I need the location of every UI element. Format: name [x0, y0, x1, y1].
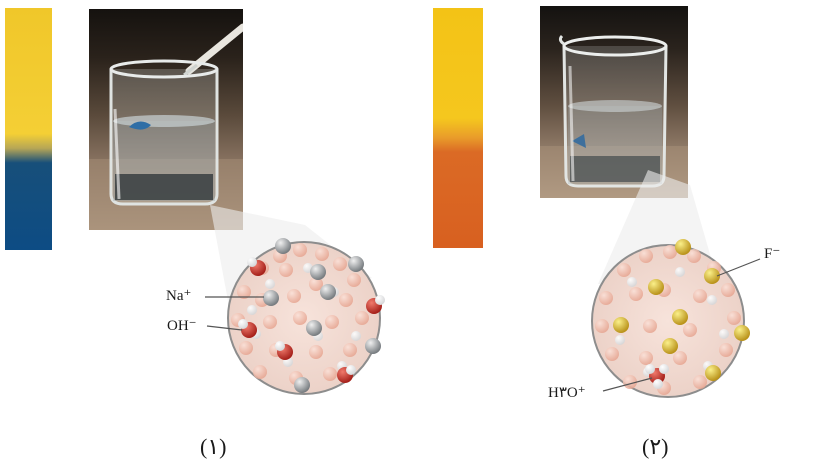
beaker-photo-1 — [89, 9, 243, 230]
molecule-circle-2 — [591, 239, 761, 398]
caption-panel-1: (۱) — [200, 434, 227, 459]
leader-line-oh — [206, 325, 243, 331]
label-na-ion: Na⁺ — [166, 288, 192, 304]
leader-line-h3o — [602, 377, 653, 392]
leader-line-f — [716, 258, 761, 277]
indicator-strip-blue — [5, 8, 52, 250]
label-oh-ion: OH⁻ — [167, 318, 197, 334]
indicator-strip-orange — [433, 8, 483, 248]
label-f-ion: F⁻ — [764, 246, 781, 262]
molecule-circle-1 — [205, 238, 385, 395]
label-h3o-ion: H۳O⁺ — [548, 385, 586, 401]
caption-panel-2: (۲) — [642, 434, 669, 459]
